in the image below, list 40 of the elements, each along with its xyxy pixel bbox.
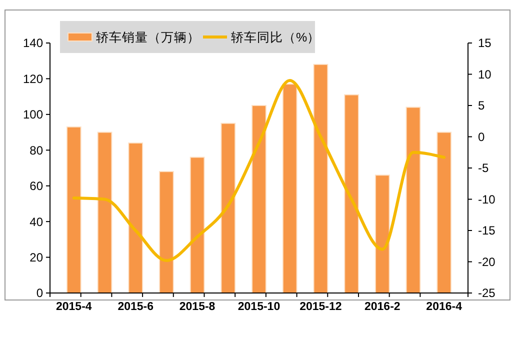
legend-label: 轿车同比（%）	[231, 30, 320, 44]
x-tick-label: 2015-10	[238, 301, 280, 313]
bar	[97, 132, 112, 294]
y2-tick-label: 15	[478, 36, 492, 50]
bar	[252, 105, 266, 294]
bar	[374, 174, 390, 294]
bar	[436, 132, 452, 294]
x-tick-label: 2015-6	[118, 301, 154, 313]
bar	[282, 84, 298, 294]
y-tick-label: 20	[30, 250, 44, 264]
y2-tick-label: -25	[478, 286, 496, 300]
y-tick-label: 140	[22, 36, 44, 50]
bar	[344, 94, 359, 294]
y2-tick-label: -10	[478, 192, 496, 206]
y-tick-label: 40	[30, 214, 44, 229]
y2-tick-label: 0	[478, 130, 485, 144]
line-series	[72, 79, 446, 262]
x-tick-label: 2015-4	[56, 301, 92, 313]
x-tick-label: 2016-4	[426, 301, 463, 313]
y-tick-label: 100	[22, 108, 44, 122]
y-tick-label: 60	[30, 179, 44, 194]
bar	[66, 126, 82, 294]
y2-tick-label: -20	[478, 254, 496, 269]
y2-tick-label: 5	[478, 98, 485, 113]
legend-label: 轿车销量（万辆）	[96, 30, 200, 44]
bar	[220, 122, 236, 294]
bar	[159, 171, 174, 294]
bar	[406, 106, 421, 294]
y2-tick-label: -5	[478, 161, 489, 176]
y2-tick-label: 10	[478, 67, 492, 82]
y-tick-label: 120	[22, 72, 44, 86]
bar	[128, 142, 144, 294]
x-tick-label: 2015-8	[179, 301, 216, 313]
y-tick-label: 80	[30, 143, 44, 158]
bar	[190, 156, 205, 294]
x-tick-label: 2016-2	[364, 301, 400, 313]
bar	[313, 64, 328, 294]
y-tick-label: 0	[36, 286, 44, 300]
y2-tick-label: -15	[478, 224, 496, 238]
x-tick-label: 2015-12	[300, 301, 342, 313]
